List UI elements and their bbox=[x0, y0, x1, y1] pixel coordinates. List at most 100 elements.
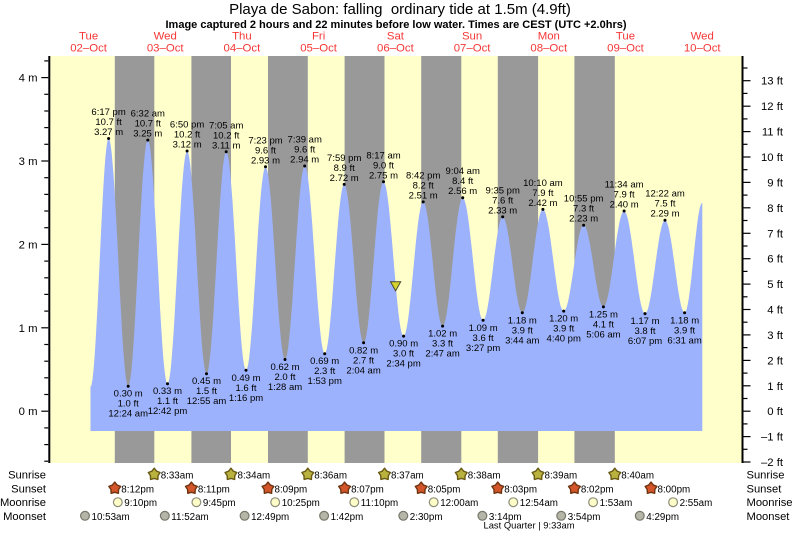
svg-text:3 ft: 3 ft bbox=[767, 330, 784, 342]
svg-text:8:07pm: 8:07pm bbox=[351, 484, 384, 495]
svg-text:Wed: Wed bbox=[691, 31, 714, 43]
svg-text:1 ft: 1 ft bbox=[767, 381, 784, 393]
svg-text:9:45pm: 9:45pm bbox=[203, 498, 236, 509]
svg-text:2.7 ft: 2.7 ft bbox=[353, 355, 374, 366]
svg-text:12:49pm: 12:49pm bbox=[251, 512, 289, 523]
svg-text:3:14pm: 3:14pm bbox=[489, 512, 522, 523]
svg-text:1.20 m: 1.20 m bbox=[549, 314, 578, 325]
svg-text:1.18 m: 1.18 m bbox=[670, 315, 699, 326]
svg-text:9.0 ft: 9.0 ft bbox=[373, 160, 394, 171]
svg-text:Sun: Sun bbox=[462, 31, 482, 43]
svg-text:12:00am: 12:00am bbox=[440, 498, 478, 509]
svg-text:12:22 am: 12:22 am bbox=[645, 189, 685, 200]
svg-text:2.29 m: 2.29 m bbox=[650, 209, 679, 220]
svg-text:8:42 pm: 8:42 pm bbox=[406, 170, 440, 181]
svg-text:8:03pm: 8:03pm bbox=[504, 484, 537, 495]
svg-text:10.2 ft: 10.2 ft bbox=[213, 130, 240, 141]
svg-text:1:42pm: 1:42pm bbox=[331, 512, 364, 523]
svg-text:12:55 am: 12:55 am bbox=[187, 396, 227, 407]
svg-text:4 m: 4 m bbox=[19, 73, 38, 85]
svg-text:1.0 ft: 1.0 ft bbox=[118, 399, 139, 410]
svg-text:7.5 ft: 7.5 ft bbox=[654, 199, 675, 210]
svg-text:10:53am: 10:53am bbox=[92, 512, 130, 523]
svg-text:2.93 m: 2.93 m bbox=[251, 155, 280, 166]
svg-text:8.9 ft: 8.9 ft bbox=[334, 163, 355, 174]
svg-text:Sunset: Sunset bbox=[11, 483, 47, 495]
svg-text:2:34 pm: 2:34 pm bbox=[386, 359, 420, 370]
svg-text:0.45 m: 0.45 m bbox=[192, 376, 221, 387]
svg-text:10–Oct: 10–Oct bbox=[684, 43, 722, 55]
svg-text:5:06 am: 5:06 am bbox=[586, 329, 620, 340]
svg-text:8:09pm: 8:09pm bbox=[275, 484, 308, 495]
svg-text:8:33am: 8:33am bbox=[161, 470, 194, 481]
svg-text:3.0 ft: 3.0 ft bbox=[393, 349, 414, 360]
svg-text:0.33 m: 0.33 m bbox=[153, 386, 182, 397]
svg-text:8:05pm: 8:05pm bbox=[428, 484, 461, 495]
svg-text:11:52am: 11:52am bbox=[171, 512, 208, 523]
svg-text:2 ft: 2 ft bbox=[767, 355, 784, 367]
svg-text:Tue: Tue bbox=[616, 31, 635, 43]
svg-text:8:37am: 8:37am bbox=[391, 470, 424, 481]
svg-text:1:16 pm: 1:16 pm bbox=[229, 393, 263, 404]
svg-text:3 m: 3 m bbox=[19, 156, 38, 168]
svg-text:10.7 ft: 10.7 ft bbox=[135, 119, 162, 130]
svg-text:3:27 pm: 3:27 pm bbox=[466, 343, 500, 354]
svg-text:2.56 m: 2.56 m bbox=[448, 186, 477, 197]
svg-text:2:55am: 2:55am bbox=[680, 498, 713, 509]
svg-text:Sunrise: Sunrise bbox=[747, 469, 785, 481]
svg-text:1.09 m: 1.09 m bbox=[469, 323, 498, 334]
svg-text:12:42 pm: 12:42 pm bbox=[148, 406, 188, 417]
svg-text:Moonrise: Moonrise bbox=[0, 497, 46, 509]
svg-text:1.25 m: 1.25 m bbox=[589, 309, 618, 320]
svg-text:9.6 ft: 9.6 ft bbox=[255, 145, 276, 156]
svg-text:6:31 am: 6:31 am bbox=[667, 335, 701, 346]
svg-text:3:54pm: 3:54pm bbox=[568, 512, 601, 523]
svg-text:3.9 ft: 3.9 ft bbox=[553, 324, 574, 335]
svg-text:2:47 am: 2:47 am bbox=[425, 349, 459, 360]
svg-text:7:59 pm: 7:59 pm bbox=[327, 153, 361, 164]
svg-text:9:10pm: 9:10pm bbox=[124, 498, 157, 509]
svg-text:7.3 ft: 7.3 ft bbox=[573, 204, 594, 215]
svg-text:1.17 m: 1.17 m bbox=[630, 316, 659, 327]
svg-text:2.0 ft: 2.0 ft bbox=[274, 372, 295, 383]
svg-text:Wed: Wed bbox=[154, 31, 177, 43]
svg-text:Fri: Fri bbox=[312, 31, 325, 43]
svg-text:3.9 ft: 3.9 ft bbox=[512, 325, 533, 336]
svg-text:Mon: Mon bbox=[538, 31, 560, 43]
svg-text:3.6 ft: 3.6 ft bbox=[473, 333, 494, 344]
svg-text:12:54am: 12:54am bbox=[520, 498, 558, 509]
svg-text:13 ft: 13 ft bbox=[761, 76, 784, 88]
svg-text:6:50 pm: 6:50 pm bbox=[170, 120, 204, 131]
svg-text:1.18 m: 1.18 m bbox=[508, 315, 537, 326]
svg-text:Image captured 2 hours and 22: Image captured 2 hours and 22 minutes be… bbox=[165, 19, 626, 31]
svg-text:9:04 am: 9:04 am bbox=[446, 166, 480, 177]
svg-text:11:10pm: 11:10pm bbox=[361, 498, 398, 509]
svg-text:11 ft: 11 ft bbox=[762, 127, 784, 139]
svg-text:1:53am: 1:53am bbox=[600, 498, 633, 509]
svg-text:2.33 m: 2.33 m bbox=[488, 205, 517, 216]
svg-text:11:34 am: 11:34 am bbox=[605, 180, 644, 191]
svg-text:10:55 pm: 10:55 pm bbox=[564, 194, 604, 205]
svg-text:Sunset: Sunset bbox=[747, 483, 783, 495]
svg-text:2:04 am: 2:04 am bbox=[346, 365, 380, 376]
svg-text:8.4 ft: 8.4 ft bbox=[452, 176, 473, 187]
svg-text:4:29pm: 4:29pm bbox=[646, 512, 679, 523]
svg-text:4.1 ft: 4.1 ft bbox=[593, 319, 614, 330]
svg-text:1.5 ft: 1.5 ft bbox=[196, 386, 217, 397]
svg-text:–2 ft: –2 ft bbox=[761, 457, 784, 469]
svg-text:2.42 m: 2.42 m bbox=[528, 198, 557, 209]
svg-text:8:38am: 8:38am bbox=[468, 470, 501, 481]
svg-text:3:44 am: 3:44 am bbox=[505, 335, 539, 346]
svg-text:03–Oct: 03–Oct bbox=[147, 43, 185, 55]
svg-text:Moonrise: Moonrise bbox=[747, 497, 793, 509]
svg-text:0.62 m: 0.62 m bbox=[270, 362, 299, 373]
svg-text:3.11 m: 3.11 m bbox=[212, 140, 240, 151]
svg-text:7.9 ft: 7.9 ft bbox=[532, 188, 553, 199]
svg-text:4:40 pm: 4:40 pm bbox=[547, 334, 581, 345]
svg-text:7:39 am: 7:39 am bbox=[288, 135, 322, 146]
svg-text:7 ft: 7 ft bbox=[767, 228, 784, 240]
svg-text:6 ft: 6 ft bbox=[767, 254, 784, 266]
svg-text:1 m: 1 m bbox=[19, 323, 38, 335]
svg-text:2.94 m: 2.94 m bbox=[290, 155, 319, 166]
svg-text:2.23 m: 2.23 m bbox=[569, 214, 598, 225]
